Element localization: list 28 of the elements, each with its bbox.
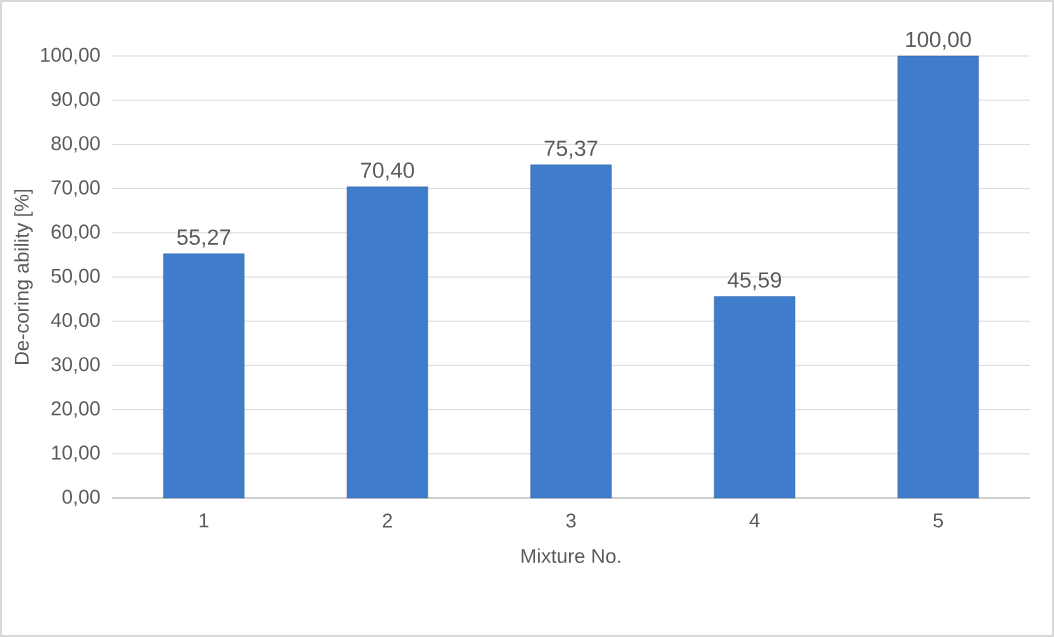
bar xyxy=(163,253,245,499)
y-tick-label: 20,00 xyxy=(51,401,100,418)
x-tick-label: 2 xyxy=(382,513,392,528)
y-tick-label: 40,00 xyxy=(51,312,100,330)
y-tick-label: 90,00 xyxy=(51,91,100,109)
y-tick-label: 0,00 xyxy=(62,489,100,507)
data-label: 45,59 xyxy=(727,272,781,291)
y-tick-label: 10,00 xyxy=(52,445,100,463)
y-tick-label: 50,00 xyxy=(51,268,100,286)
y-tick-label: 100,00 xyxy=(41,47,100,65)
x-tick-label: 3 xyxy=(566,513,576,528)
x-tick-label: 5 xyxy=(933,513,943,528)
bar xyxy=(897,55,979,499)
data-label: 70,40 xyxy=(361,162,414,181)
x-tick-label: 1 xyxy=(199,513,209,528)
data-label: 55,27 xyxy=(177,229,231,248)
x-axis-title: Mixture No. xyxy=(521,548,621,564)
bar xyxy=(346,186,428,499)
y-tick-label: 60,00 xyxy=(51,224,100,242)
x-tick-label: 4 xyxy=(749,513,760,528)
data-label: 75,37 xyxy=(544,140,598,159)
bar xyxy=(530,164,612,499)
y-tick-label: 70,00 xyxy=(51,180,100,197)
y-tick-label: 80,00 xyxy=(51,136,100,153)
y-tick-label: 30,00 xyxy=(51,357,100,374)
bar xyxy=(714,296,796,499)
y-axis-title: De-coring ability [%] xyxy=(14,189,33,364)
data-label: 100,00 xyxy=(906,31,971,50)
